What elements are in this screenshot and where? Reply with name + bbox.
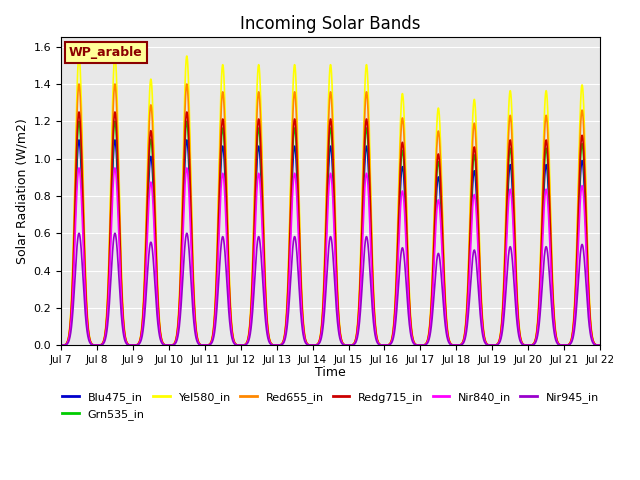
Red655_in — [287, 165, 295, 171]
Blu475_in — [119, 312, 127, 318]
Redg715_in — [264, 327, 272, 333]
X-axis label: Time: Time — [315, 366, 346, 379]
Red655_in — [57, 342, 65, 348]
Yel580_in — [57, 342, 65, 348]
Blu475_in — [57, 342, 65, 348]
Nir945_in — [596, 342, 604, 348]
Nir840_in — [264, 331, 272, 337]
Red655_in — [586, 304, 593, 310]
Grn535_in — [596, 342, 604, 348]
Blu475_in — [264, 329, 272, 335]
Red655_in — [75, 81, 83, 87]
Nir840_in — [151, 240, 159, 245]
Line: Blu475_in: Blu475_in — [61, 140, 600, 345]
Grn535_in — [287, 190, 295, 196]
Red655_in — [264, 326, 272, 332]
Grn535_in — [586, 310, 593, 315]
Line: Grn535_in: Grn535_in — [61, 121, 600, 345]
Blu475_in — [528, 342, 536, 348]
Red655_in — [596, 342, 604, 348]
Line: Nir840_in: Nir840_in — [61, 168, 600, 345]
Red655_in — [151, 191, 159, 197]
Grn535_in — [75, 119, 83, 124]
Redg715_in — [119, 308, 127, 314]
Nir840_in — [75, 165, 83, 171]
Redg715_in — [528, 342, 536, 348]
Nir945_in — [151, 277, 159, 283]
Nir945_in — [528, 342, 536, 348]
Grn535_in — [119, 310, 127, 315]
Redg715_in — [586, 308, 593, 314]
Line: Red655_in: Red655_in — [61, 84, 600, 345]
Grn535_in — [264, 328, 272, 334]
Nir945_in — [119, 326, 127, 332]
Yel580_in — [528, 342, 536, 348]
Nir945_in — [75, 230, 83, 236]
Nir840_in — [119, 316, 127, 322]
Blu475_in — [151, 224, 159, 229]
Line: Nir945_in: Nir945_in — [61, 233, 600, 345]
Nir945_in — [586, 326, 593, 332]
Redg715_in — [287, 184, 295, 190]
Yel580_in — [75, 53, 83, 59]
Blu475_in — [586, 312, 593, 318]
Redg715_in — [75, 109, 83, 115]
Title: Incoming Solar Bands: Incoming Solar Bands — [240, 15, 420, 33]
Line: Redg715_in: Redg715_in — [61, 112, 600, 345]
Grn535_in — [57, 342, 65, 348]
Nir945_in — [287, 266, 295, 272]
Nir945_in — [264, 335, 272, 341]
Redg715_in — [596, 342, 604, 348]
Yel580_in — [264, 324, 272, 330]
Nir840_in — [596, 342, 604, 348]
Grn535_in — [151, 213, 159, 218]
Text: WP_arable: WP_arable — [69, 46, 143, 59]
Blu475_in — [287, 203, 295, 209]
Y-axis label: Solar Radiation (W/m2): Solar Radiation (W/m2) — [15, 119, 28, 264]
Legend: Blu475_in, Grn535_in, Yel580_in, Red655_in, Redg715_in, Nir840_in, Nir945_in: Blu475_in, Grn535_in, Yel580_in, Red655_… — [58, 388, 604, 424]
Grn535_in — [528, 342, 536, 348]
Red655_in — [528, 342, 536, 348]
Nir945_in — [57, 342, 65, 348]
Yel580_in — [119, 300, 127, 306]
Yel580_in — [287, 146, 295, 152]
Redg715_in — [57, 342, 65, 348]
Nir840_in — [287, 222, 295, 228]
Line: Yel580_in: Yel580_in — [61, 56, 600, 345]
Yel580_in — [586, 300, 593, 306]
Blu475_in — [596, 342, 604, 348]
Red655_in — [119, 304, 127, 310]
Blu475_in — [75, 137, 83, 143]
Nir840_in — [57, 342, 65, 348]
Redg715_in — [151, 207, 159, 213]
Yel580_in — [151, 175, 159, 180]
Yel580_in — [596, 342, 604, 348]
Nir840_in — [528, 342, 536, 348]
Nir840_in — [586, 316, 593, 322]
